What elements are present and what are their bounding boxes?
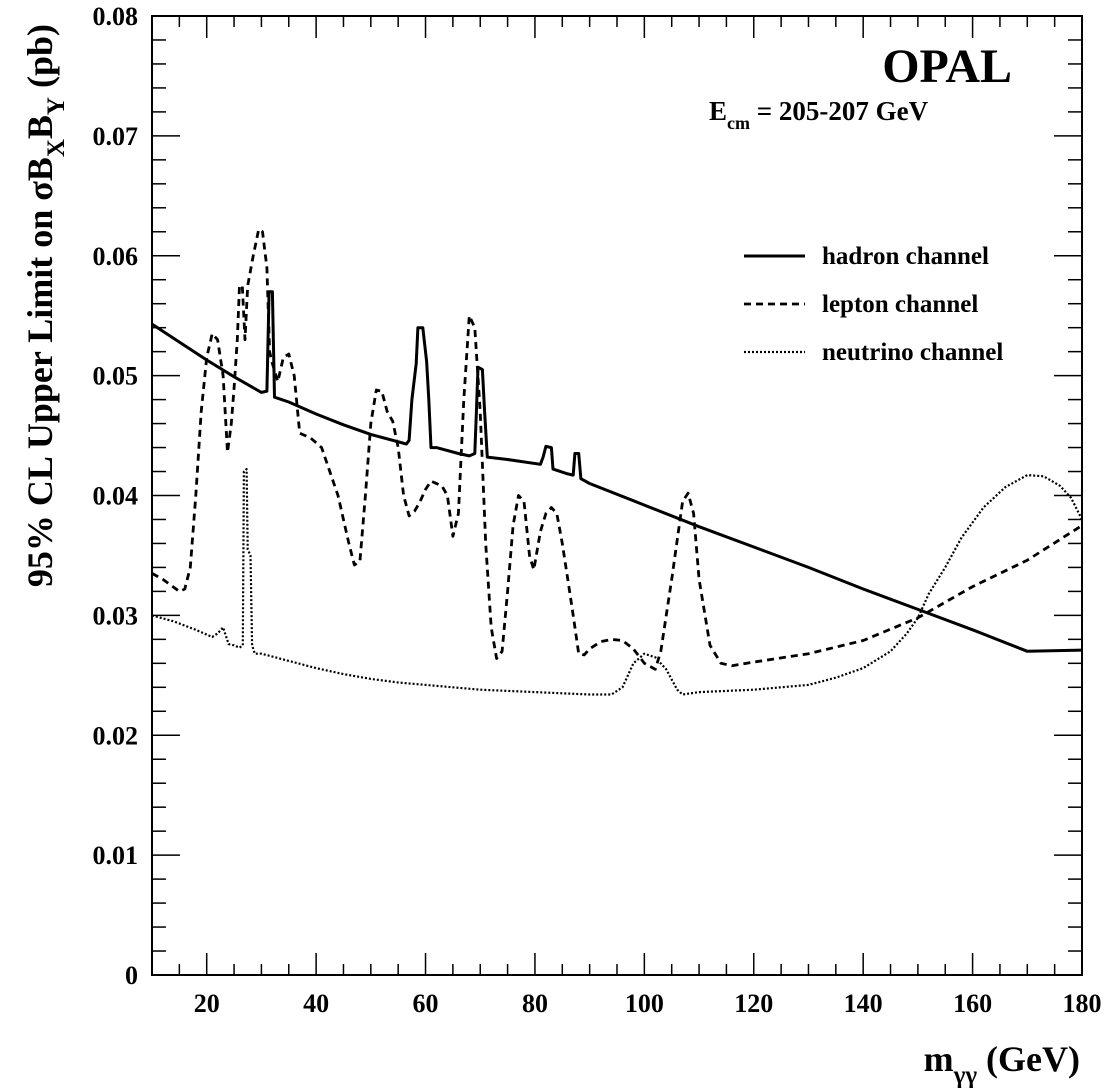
- x-axis-title: mγγ (GeV): [924, 1039, 1080, 1088]
- legend-label-neutrino: neutrino channel: [822, 339, 1003, 366]
- x-tick-label: 180: [1063, 989, 1102, 1018]
- series-line-lepton: [151, 228, 1083, 671]
- y-tick-label: 0: [125, 961, 138, 990]
- y-tick-label: 0.03: [93, 601, 139, 630]
- x-tick-label: 20: [194, 989, 220, 1018]
- series-layer: [151, 228, 1083, 696]
- energy-label: Ecm = 205-207 GeV: [709, 96, 929, 133]
- y-tick-label: 0.08: [93, 2, 139, 31]
- x-tick-label: 120: [734, 989, 773, 1018]
- x-tick-label: 140: [844, 989, 883, 1018]
- x-tick-label: 160: [953, 989, 992, 1018]
- y-tick-label: 0.06: [93, 242, 139, 271]
- y-axis-title: 95% CL Upper Limit on σBXBY (pb): [20, 24, 70, 587]
- plot-frame: [151, 15, 1083, 976]
- y-tick-label: 0.07: [93, 122, 139, 151]
- tick-labels: 20 40 60 80 100 120 140 160 180 0 0.01 0.02 0.03 0.04…: [93, 2, 1102, 1018]
- axis-ticks: [151, 15, 1083, 976]
- legend-label-hadron: hadron channel: [822, 243, 989, 270]
- x-tick-label: 100: [625, 989, 664, 1018]
- x-tick-label: 40: [303, 989, 329, 1018]
- legend-label-lepton: lepton channel: [822, 291, 978, 318]
- y-tick-label: 0.05: [93, 362, 139, 391]
- legend: hadron channel lepton channel neutrino cha…: [744, 243, 1003, 366]
- y-tick-label: 0.04: [93, 482, 139, 511]
- x-tick-label: 80: [522, 989, 548, 1018]
- experiment-title: OPAL: [882, 40, 1012, 93]
- y-tick-label: 0.01: [93, 841, 139, 870]
- series-line-hadron: [151, 290, 1083, 653]
- x-tick-label: 60: [413, 989, 439, 1018]
- series-line-neutrino: [151, 468, 1083, 696]
- y-tick-label: 0.02: [93, 721, 139, 750]
